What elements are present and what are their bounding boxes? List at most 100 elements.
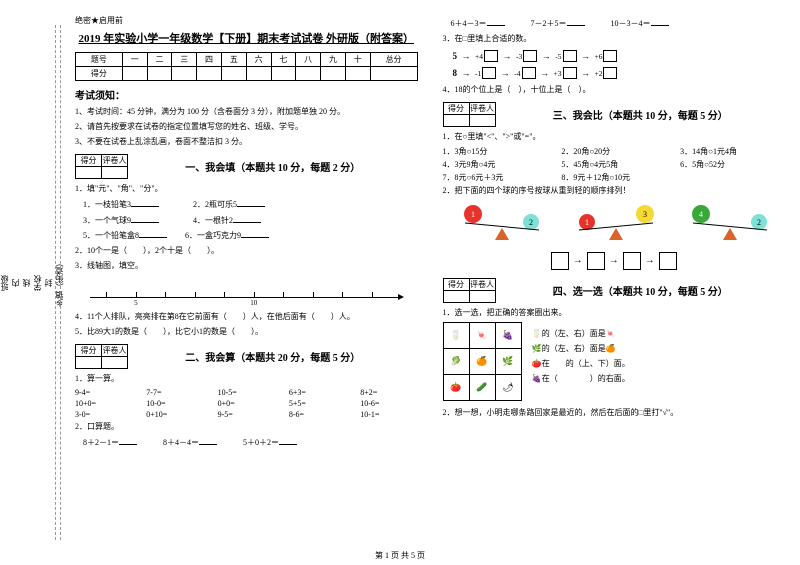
nl-lbl: 10 bbox=[250, 299, 257, 307]
mc[interactable] bbox=[102, 167, 128, 179]
blank[interactable] bbox=[119, 436, 137, 445]
s4-q1: 1．选一选，把正确的答案圈出来。 bbox=[443, 307, 786, 320]
grid-cell: 🥒 bbox=[469, 374, 495, 400]
c: 3-0= bbox=[75, 410, 132, 419]
nl-tick bbox=[283, 292, 284, 297]
seq-box[interactable] bbox=[482, 67, 496, 79]
ball-label: 1 bbox=[585, 218, 589, 227]
blank[interactable] bbox=[237, 198, 265, 207]
choice-lines: 🥛的（左、右）面是🍬 🌿的（左、右）面是🍊 🍅在 的（上、下）面。 🍇在（ ）的… bbox=[532, 324, 630, 388]
seq-2: 8 →-1 →-4 →+3 →+2 bbox=[443, 67, 786, 80]
balance-3: 4 2 bbox=[683, 204, 773, 244]
seq-box[interactable] bbox=[522, 67, 536, 79]
seq-box[interactable] bbox=[563, 50, 577, 62]
i: 8．9元＋12角○10元 bbox=[561, 172, 666, 183]
picture-grid: 🥛🍬🍇 🥬🍊🌿 🍅🥒🌶 bbox=[443, 322, 522, 401]
tc[interactable] bbox=[370, 67, 417, 81]
s1-q1: 1．填"元"、"角"、"分"。 bbox=[75, 183, 418, 196]
nl-tick bbox=[195, 292, 196, 297]
r1c: 10－3－4＝ bbox=[611, 19, 651, 28]
q2a: 8＋2－1＝ bbox=[83, 438, 119, 447]
mc[interactable] bbox=[443, 290, 469, 302]
arrow-icon: → bbox=[497, 68, 513, 78]
calc-row: 9-4=7-7=10-5=6+3=8+2= bbox=[75, 388, 418, 397]
answer-box[interactable] bbox=[551, 252, 569, 270]
mc[interactable] bbox=[469, 290, 495, 302]
q1f: 6．一盒巧克力9 bbox=[185, 231, 241, 240]
s4-q2: 2．想一想，小明走哪条路回家是最近的，然后在后面的□里打"√"。 bbox=[443, 407, 786, 420]
seq-box[interactable] bbox=[484, 50, 498, 62]
s1-q1-row3: 5．一个铅笔盒8 6．一盒巧克力9 bbox=[75, 229, 418, 243]
s3-row: 1．3角○15分2．20角○20分3．14角○1元4角 bbox=[443, 146, 786, 157]
s2-q2: 2．口算题。 bbox=[75, 421, 418, 434]
c: 5+5= bbox=[289, 399, 346, 408]
tc[interactable] bbox=[345, 67, 370, 81]
mc[interactable] bbox=[76, 357, 102, 369]
nl-arrow-icon bbox=[398, 294, 404, 300]
op: +6 bbox=[595, 52, 603, 61]
blank[interactable] bbox=[241, 229, 269, 238]
blank[interactable] bbox=[651, 17, 669, 26]
tc[interactable] bbox=[197, 67, 222, 81]
blank[interactable] bbox=[487, 17, 505, 26]
s3-row: 7．8元○6元＋3元 8．9元＋12角○10元 bbox=[443, 172, 786, 183]
i: 6．5角○52分 bbox=[680, 159, 785, 170]
page: 乡镇（街道） 封 学校 线 内 班级 答 姓名 题 学号 绝密★启用前 2019… bbox=[0, 0, 800, 565]
blank[interactable] bbox=[131, 198, 159, 207]
s1-q4: 4．11个人排队，亮亮排在第8在它前面有（ ）人，在他后面有（ ）人。 bbox=[75, 311, 418, 324]
mc: 评卷人 bbox=[469, 278, 495, 290]
blank[interactable] bbox=[279, 436, 297, 445]
ball-label: 2 bbox=[757, 218, 761, 227]
tc[interactable] bbox=[296, 67, 321, 81]
mc[interactable] bbox=[102, 357, 128, 369]
blank[interactable] bbox=[139, 229, 167, 238]
section-4-title: 四、选一选（本题共 10 分，每题 5 分） bbox=[496, 283, 786, 298]
mc[interactable] bbox=[76, 167, 102, 179]
seq-1: 5 →+4 →-3 →-5 →+6 bbox=[443, 50, 786, 63]
mc: 评卷人 bbox=[469, 103, 495, 115]
tc[interactable] bbox=[147, 67, 172, 81]
tc[interactable] bbox=[172, 67, 197, 81]
seq-start: 8 bbox=[453, 68, 458, 78]
seq-start: 5 bbox=[453, 51, 458, 61]
arrow-icon: → bbox=[538, 51, 554, 61]
tc[interactable] bbox=[246, 67, 271, 81]
tc[interactable] bbox=[221, 67, 246, 81]
s1-q5: 5．比89大1的数是（ ），比它小1的数是（ ）。 bbox=[75, 326, 418, 339]
q2c: 5＋0＋2＝ bbox=[243, 438, 279, 447]
seq-box[interactable] bbox=[603, 67, 617, 79]
mc[interactable] bbox=[469, 115, 495, 127]
answer-box[interactable] bbox=[659, 252, 677, 270]
answer-box[interactable] bbox=[587, 252, 605, 270]
op: -4 bbox=[514, 69, 520, 78]
s2-q1: 1．算一算。 bbox=[75, 373, 418, 386]
mc: 评卷人 bbox=[102, 155, 128, 167]
i: 7．8元○6元＋3元 bbox=[443, 172, 548, 183]
seq-box[interactable] bbox=[563, 67, 577, 79]
seq-box[interactable] bbox=[523, 50, 537, 62]
tc[interactable] bbox=[271, 67, 296, 81]
s2-q2-row: 8＋2－1＝ 8＋4－4＝ 5＋0＋2＝ bbox=[75, 436, 418, 450]
nl-tick bbox=[224, 292, 225, 297]
c: 9-4= bbox=[75, 388, 132, 397]
mc[interactable] bbox=[443, 115, 469, 127]
blank[interactable] bbox=[567, 17, 585, 26]
order-boxes: → → → bbox=[443, 252, 786, 270]
r1a: 6＋4－3＝ bbox=[451, 19, 487, 28]
rt-row1: 6＋4－3＝ 7－2＋5＝ 10－3－4＝ bbox=[443, 17, 786, 31]
seq-box[interactable] bbox=[603, 50, 617, 62]
blank[interactable] bbox=[131, 214, 159, 223]
section-2-title: 二、我会算（本题共 20 分，每题 5 分） bbox=[128, 349, 418, 364]
section-1-header: 得分评卷人 一、我会填（本题共 10 分，每题 2 分） bbox=[75, 154, 418, 179]
nl-tick bbox=[372, 292, 373, 297]
tc[interactable] bbox=[321, 67, 346, 81]
arrow-icon: → bbox=[578, 51, 594, 61]
blank[interactable] bbox=[233, 214, 261, 223]
blank[interactable] bbox=[199, 436, 217, 445]
tc[interactable] bbox=[122, 67, 147, 81]
ball-label: 1 bbox=[471, 210, 475, 219]
answer-box[interactable] bbox=[623, 252, 641, 270]
arrow-icon: → bbox=[573, 255, 583, 266]
th: 七 bbox=[271, 53, 296, 67]
section-3-header: 得分评卷人 三、我会比（本题共 10 分，每题 5 分） bbox=[443, 102, 786, 127]
